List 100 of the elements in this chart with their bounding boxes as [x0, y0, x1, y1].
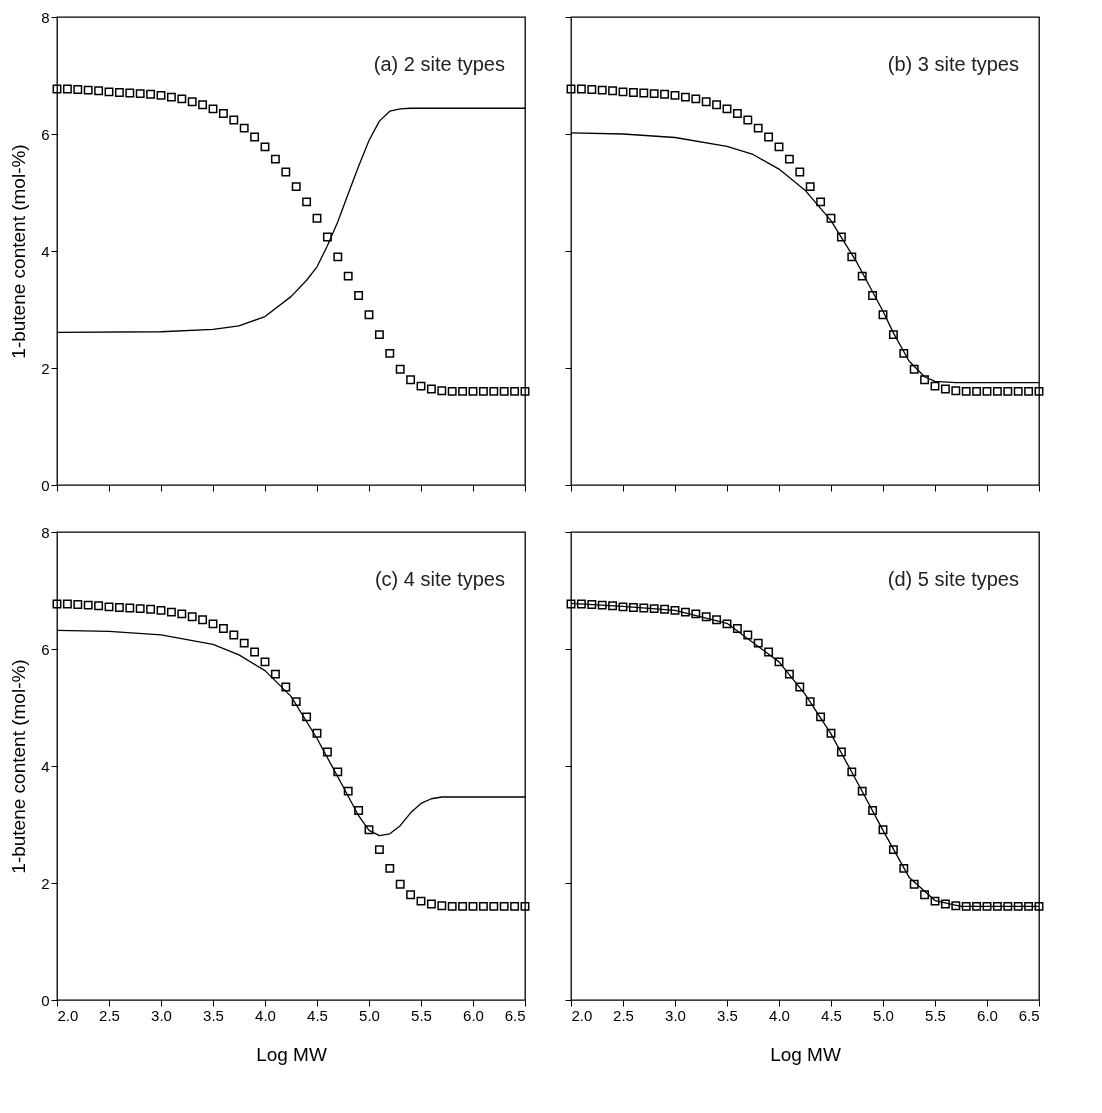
point [888, 845, 898, 855]
point [478, 901, 488, 911]
y-tick-label: 0 [41, 991, 50, 1009]
point [732, 624, 742, 633]
point [1024, 901, 1034, 911]
x-tick-label: 2.5 [613, 1006, 634, 1024]
point [218, 624, 228, 633]
point [816, 197, 826, 207]
y-tick-label: 8 [41, 523, 50, 541]
x-axis-title: Log MW [256, 1043, 327, 1065]
point [302, 197, 312, 207]
point [322, 747, 332, 757]
point [156, 90, 166, 100]
point [291, 697, 301, 707]
point [73, 85, 83, 94]
point [250, 647, 260, 657]
point [608, 601, 618, 611]
x-tick-label: 4.5 [821, 1006, 842, 1024]
y-tick-label: 4 [41, 757, 50, 775]
point [187, 612, 197, 622]
point [868, 291, 878, 300]
point [312, 728, 322, 738]
point [701, 612, 711, 622]
point [114, 603, 124, 612]
y-tick-label: 6 [41, 640, 50, 658]
point [774, 142, 784, 152]
point [909, 364, 919, 374]
point [83, 85, 93, 95]
x-tick-label: 6.0 [977, 1006, 998, 1024]
point [447, 901, 457, 911]
point [166, 607, 176, 617]
point [576, 599, 586, 609]
point [982, 901, 992, 911]
x-tick-label: 4.0 [255, 1006, 276, 1024]
point [62, 84, 72, 94]
point [670, 90, 680, 100]
point [857, 786, 867, 796]
x-tick-label: 3.5 [717, 1006, 738, 1024]
x-axis-title: Log MW [770, 1043, 841, 1065]
point [951, 901, 961, 911]
annotation: (a) 2 site types [373, 53, 505, 75]
point [291, 182, 301, 192]
point [847, 252, 857, 262]
point [354, 806, 364, 815]
x-tick-label: 5.0 [873, 1006, 894, 1024]
point [364, 825, 374, 835]
point [909, 879, 919, 889]
point [597, 600, 607, 610]
point [198, 615, 208, 625]
point [639, 88, 649, 98]
point [899, 348, 909, 358]
point [125, 603, 135, 613]
point [743, 115, 753, 125]
point [1003, 901, 1013, 911]
point [795, 167, 805, 177]
point [385, 348, 395, 358]
point [62, 599, 72, 609]
point [722, 104, 732, 114]
point [1013, 386, 1023, 396]
point [1003, 386, 1013, 396]
point [156, 605, 166, 615]
point [784, 154, 794, 164]
point [114, 88, 124, 97]
point [982, 386, 992, 396]
point [458, 901, 468, 911]
point [805, 697, 815, 707]
point [816, 712, 826, 722]
point [587, 600, 597, 609]
point [229, 115, 239, 125]
x-tick-label: 6.5 [504, 1006, 526, 1024]
point [753, 123, 763, 133]
point [270, 154, 280, 164]
point [576, 84, 586, 94]
point [374, 845, 384, 855]
point [1034, 386, 1044, 396]
point [125, 88, 135, 98]
point [878, 825, 888, 835]
point [395, 364, 405, 374]
point [670, 605, 680, 615]
point [680, 607, 690, 617]
point [187, 97, 197, 107]
point [416, 381, 426, 391]
point [260, 657, 270, 667]
point [805, 182, 815, 192]
x-tick-label: 2.0 [571, 1006, 593, 1024]
point [135, 604, 145, 614]
point [468, 901, 478, 911]
point [385, 863, 395, 873]
point [836, 747, 846, 757]
point [374, 330, 384, 340]
point [836, 232, 846, 242]
point [52, 599, 62, 609]
point [83, 600, 93, 610]
point [732, 109, 742, 118]
point [951, 386, 961, 396]
point [961, 386, 971, 396]
point [992, 901, 1002, 911]
point [458, 386, 468, 396]
point [1034, 901, 1044, 911]
point [250, 132, 260, 142]
